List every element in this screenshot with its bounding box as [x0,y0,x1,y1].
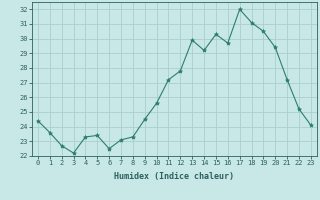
X-axis label: Humidex (Indice chaleur): Humidex (Indice chaleur) [115,172,234,181]
